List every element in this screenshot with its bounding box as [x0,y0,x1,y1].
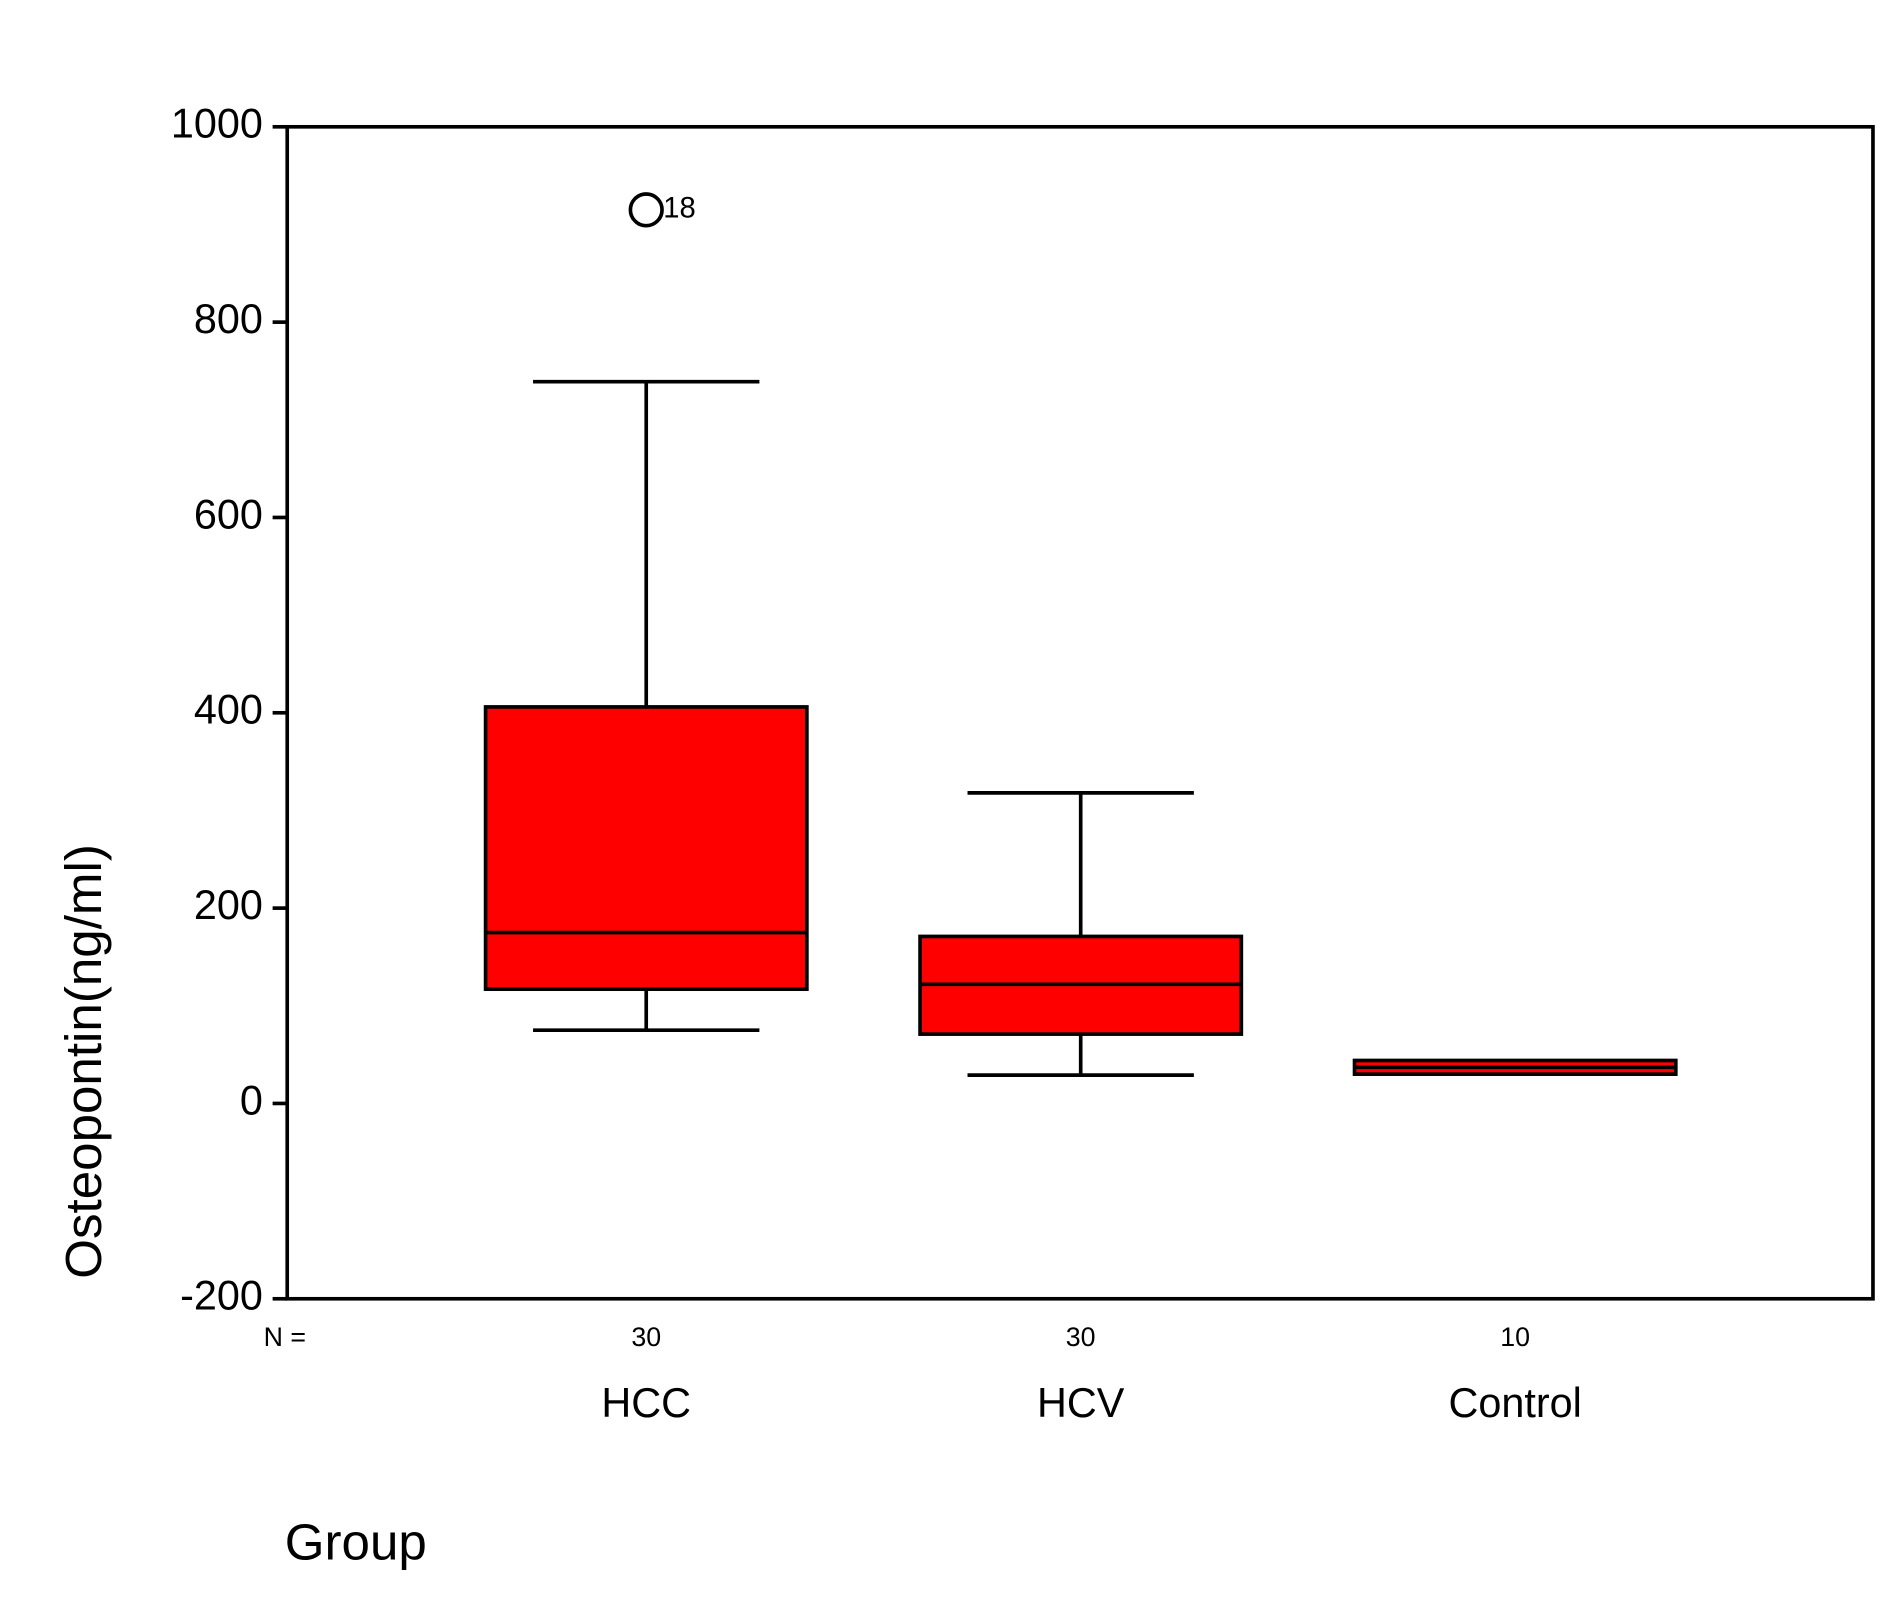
y-tick-label: 200 [194,882,263,928]
y-tick-label: 0 [240,1077,263,1123]
box [483,705,809,992]
y-tick-label: -200 [180,1273,263,1319]
y-tick-label: 800 [194,296,263,342]
y-axis-label: Osteopontin(ng/ml) [55,844,112,1279]
x-axis-label: Group [285,1513,427,1570]
n-value: 10 [1500,1322,1530,1352]
y-tick-label: 1000 [171,101,263,147]
x-tick-label: HCV [1037,1380,1125,1426]
n-value: 30 [631,1322,661,1352]
x-tick-label: Control [1449,1380,1582,1426]
outlier [628,192,664,228]
y-tick-label: 400 [194,687,263,733]
x-tick-label: HCC [601,1380,691,1426]
n-label: N = [264,1322,306,1352]
outlier-label: 18 [663,193,695,225]
y-tick-label: 600 [194,491,263,537]
n-value: 30 [1066,1322,1096,1352]
